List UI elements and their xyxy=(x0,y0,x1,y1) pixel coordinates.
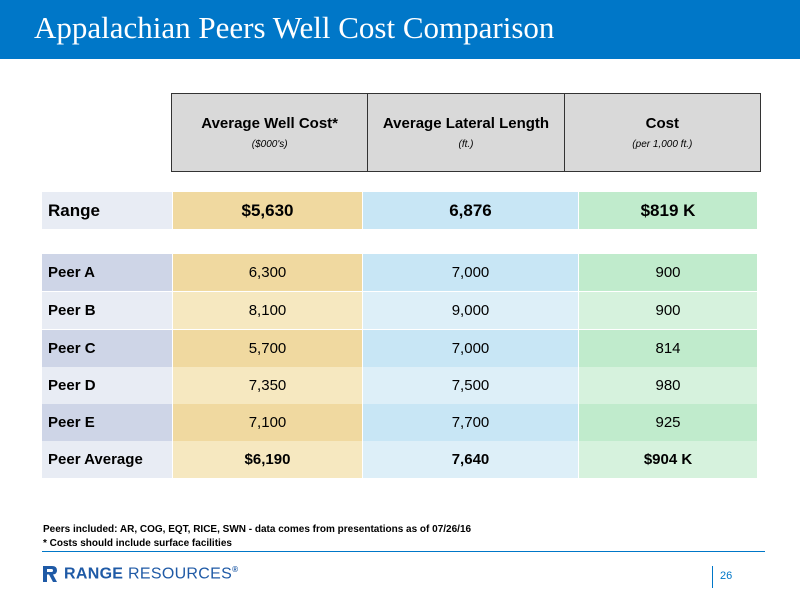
range-logo-icon xyxy=(43,566,57,583)
row-label: Peer Average xyxy=(42,441,173,478)
lateral-length-cell: 7,700 xyxy=(363,404,579,441)
lateral-length-cell: 9,000 xyxy=(363,292,579,329)
row-label: Peer A xyxy=(42,254,173,291)
column-header-table: Average Well Cost* ($000's) Average Late… xyxy=(171,93,761,172)
page-number-divider xyxy=(712,566,713,588)
lateral-length-cell: 7,000 xyxy=(363,254,579,291)
table-row: Peer A 6,300 7,000 900 xyxy=(42,254,757,291)
header-unit: (per 1,000 ft.) xyxy=(632,139,693,150)
page-number: 26 xyxy=(720,570,733,582)
cost-cell: 900 xyxy=(579,292,757,329)
lateral-length-cell: 6,876 xyxy=(363,192,579,229)
header-label: Cost xyxy=(645,115,679,132)
slide-title: Appalachian Peers Well Cost Comparison xyxy=(34,10,555,45)
well-cost-cell: $5,630 xyxy=(173,192,363,229)
lateral-length-cell: 7,640 xyxy=(363,441,579,478)
header-unit: ($000's) xyxy=(251,139,288,150)
well-cost-cell: 5,700 xyxy=(173,330,363,367)
lateral-length-cell: 7,500 xyxy=(363,367,579,404)
footer-divider xyxy=(42,551,765,552)
well-cost-cell: 8,100 xyxy=(173,292,363,329)
company-logo: RANGE RESOURCES® xyxy=(42,565,238,583)
well-cost-cell: 7,100 xyxy=(173,404,363,441)
cost-cell: 925 xyxy=(579,404,757,441)
header-label: Average Lateral Length xyxy=(382,115,550,132)
header-label: Average Well Cost* xyxy=(201,115,339,132)
surface-facilities-note: * Costs should include surface facilitie… xyxy=(43,538,232,549)
header-unit: (ft.) xyxy=(458,139,474,150)
peer-average-row: Peer Average $6,190 7,640 $904 K xyxy=(42,441,757,478)
title-bar: Appalachian Peers Well Cost Comparison xyxy=(0,0,800,59)
row-label: Peer C xyxy=(42,330,173,367)
header-lateral-length: Average Lateral Length (ft.) xyxy=(368,94,565,171)
range-row: Range $5,630 6,876 $819 K xyxy=(42,192,757,229)
header-cost: Cost (per 1,000 ft.) xyxy=(565,94,760,171)
table-row: Peer C 5,700 7,000 814 xyxy=(42,330,757,367)
company-name: RANGE RESOURCES® xyxy=(64,565,239,583)
cost-cell: $904 K xyxy=(579,441,757,478)
well-cost-cell: 7,350 xyxy=(173,367,363,404)
well-cost-cell: $6,190 xyxy=(173,441,363,478)
cost-cell: 980 xyxy=(579,367,757,404)
header-well-cost: Average Well Cost* ($000's) xyxy=(172,94,369,171)
well-cost-cell: 6,300 xyxy=(173,254,363,291)
peers-note: Peers included: AR, COG, EQT, RICE, SWN … xyxy=(43,524,472,535)
row-label: Peer B xyxy=(42,292,173,329)
cost-cell: 900 xyxy=(579,254,757,291)
row-label: Peer E xyxy=(42,404,173,441)
lateral-length-cell: 7,000 xyxy=(363,330,579,367)
table-row: Peer E 7,100 7,700 925 xyxy=(42,404,757,441)
cost-cell: 814 xyxy=(579,330,757,367)
row-label: Range xyxy=(42,192,173,229)
table-row: Peer B 8,100 9,000 900 xyxy=(42,292,757,329)
row-label: Peer D xyxy=(42,367,173,404)
cost-cell: $819 K xyxy=(579,192,757,229)
footnotes: Peers included: AR, COG, EQT, RICE, SWN … xyxy=(43,523,471,551)
table-row: Peer D 7,350 7,500 980 xyxy=(42,367,757,404)
